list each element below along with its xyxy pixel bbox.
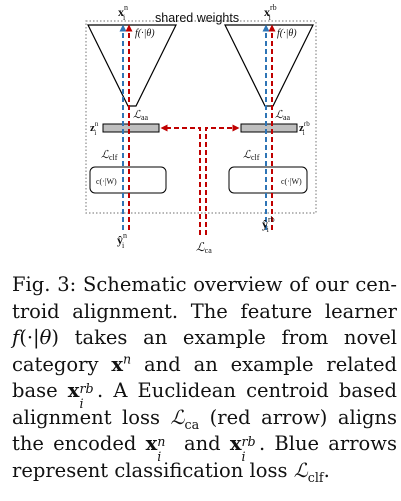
right-feature-learner-funnel bbox=[224, 24, 314, 107]
right-classifier-label: c(·|W) bbox=[281, 177, 302, 186]
left-branch: f(·|θ) ℒaa zn i ℒclf c(·|W) xn i ŷn i bbox=[87, 3, 177, 250]
caption-line-5: base x rb i. A Euclidean centroid based bbox=[12, 379, 397, 411]
shared-weights-boundary bbox=[85, 20, 317, 214]
caption-line-2: troid alignment. The feature learner bbox=[12, 299, 397, 323]
right-loss-clf: ℒclf bbox=[243, 149, 260, 162]
caption-line-6: alignment loss ℒca (red arrow) aligns bbox=[12, 405, 397, 432]
left-f-label: f(·|θ) bbox=[135, 28, 155, 39]
shared-weights-label: shared weights bbox=[155, 11, 239, 25]
right-loss-aa: ℒaa bbox=[275, 109, 290, 122]
left-classifier-label: c(·|W) bbox=[96, 177, 117, 186]
right-output-y: ŷrb i bbox=[262, 215, 275, 234]
right-embedding-bar bbox=[240, 123, 298, 133]
caption-line-1: Fig. 3: Schematic overview of our cen- bbox=[12, 273, 397, 296]
ca-right-path bbox=[205, 124, 240, 235]
right-classifier-box bbox=[228, 166, 308, 194]
left-feature-learner-funnel bbox=[87, 24, 177, 107]
caption-line-4: category xn and an example related bbox=[12, 351, 397, 376]
right-branch: f(·|θ) ℒaa zrb i ℒclf c(·|W) xrb i ŷrb i bbox=[224, 3, 314, 234]
loss-ca-label: ℒca bbox=[196, 240, 212, 255]
centroid-alignment-arrow: ℒca bbox=[160, 124, 240, 255]
right-f-label: f(·|θ) bbox=[277, 28, 297, 39]
left-z-label: zn i bbox=[90, 120, 99, 137]
right-input-x: xrb i bbox=[264, 3, 277, 22]
left-loss-aa: ℒaa bbox=[133, 109, 148, 122]
figure-caption: Fig. 3: Schematic overview of our cen- t… bbox=[12, 272, 397, 484]
left-output-y: ŷn i bbox=[117, 231, 127, 250]
centroid-alignment-diagram: shared weights f(·|θ) ℒaa zn i ℒclf c(·|W… bbox=[85, 3, 317, 255]
left-embedding-bar bbox=[102, 123, 160, 133]
left-input-x: xn i bbox=[118, 3, 128, 22]
caption-line-8: represent classification loss ℒclf. bbox=[12, 458, 330, 485]
right-z-label: zrb i bbox=[299, 120, 310, 137]
ca-left-path bbox=[160, 124, 201, 235]
left-loss-clf: ℒclf bbox=[101, 149, 118, 162]
caption-line-3: f(·|θ) takes an example from novel bbox=[12, 326, 397, 349]
